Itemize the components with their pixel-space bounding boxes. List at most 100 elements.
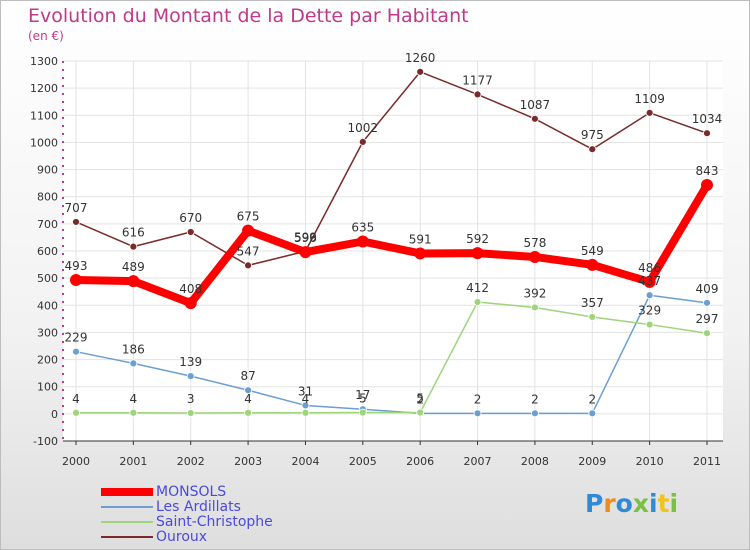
unit-label: (en €) (28, 29, 64, 43)
data-point-saint-christophe (473, 298, 482, 306)
legend-label-saint-christophe: Saint-Christophe (156, 514, 273, 530)
data-point-ouroux (645, 108, 654, 117)
x-tick-label: 2006 (406, 455, 434, 468)
legend-item-ouroux: Ouroux (101, 530, 361, 545)
data-label-monsols: 675 (237, 210, 260, 224)
legend-item-monsols: MONSOLS (101, 485, 361, 500)
legend-label-les-ardillats: Les Ardillats (156, 499, 241, 515)
data-label-monsols: 489 (122, 260, 145, 274)
y-tick-label: 0 (51, 408, 58, 421)
data-point-monsols (70, 274, 82, 287)
data-point-les-ardillats (645, 291, 654, 300)
x-tick-label: 2000 (62, 455, 90, 468)
data-point-saint-christophe (588, 313, 597, 321)
data-label-les-ardillats: 437 (638, 274, 661, 288)
y-tick-label: 800 (37, 191, 58, 204)
brand-letter: o (615, 489, 633, 518)
data-label-monsols: 635 (351, 221, 374, 235)
data-label-les-ardillats: 2 (416, 392, 424, 406)
data-label-monsols: 591 (409, 232, 432, 246)
data-label-les-ardillats: 229 (65, 331, 88, 345)
brand-letter: t (657, 489, 670, 518)
data-label-les-ardillats: 409 (696, 282, 719, 296)
data-point-ouroux (473, 90, 482, 99)
data-point-ouroux (531, 114, 539, 123)
data-point-saint-christophe (703, 329, 711, 338)
data-label-ouroux: 1034 (692, 112, 723, 126)
data-point-saint-christophe (129, 408, 138, 417)
data-label-ouroux: 1260 (405, 51, 436, 65)
data-label-les-ardillats: 2 (474, 392, 482, 406)
brand-letter: i (669, 489, 679, 518)
legend-item-les-ardillats: Les Ardillats (101, 500, 361, 515)
y-tick-label: 600 (37, 245, 58, 258)
data-point-monsols (356, 235, 369, 248)
data-label-ouroux: 1109 (634, 92, 665, 106)
y-tick-label: 100 (37, 381, 58, 394)
data-label-saint-christophe: 4 (130, 392, 138, 406)
data-label-saint-christophe: 357 (581, 296, 604, 310)
data-label-monsols: 592 (466, 232, 489, 246)
legend-swatch-monsols (101, 488, 153, 496)
data-point-monsols (299, 246, 312, 259)
data-label-ouroux: 975 (581, 128, 604, 142)
data-label-les-ardillats: 17 (355, 388, 370, 402)
data-label-ouroux: 547 (237, 244, 260, 258)
y-tick-label: 500 (37, 272, 58, 285)
legend-label-ouroux: Ouroux (156, 529, 208, 545)
x-tick-label: 2002 (177, 455, 205, 468)
data-point-monsols (701, 179, 713, 192)
data-point-monsols (471, 247, 484, 260)
legend-label-monsols: MONSOLS (156, 484, 227, 500)
x-tick-label: 2009 (578, 455, 606, 468)
chart-title: Evolution du Montant de la Dette par Hab… (28, 5, 469, 27)
brand-letter: x (632, 489, 649, 518)
y-tick-label: 300 (37, 326, 58, 339)
brand-letter: r (603, 489, 616, 518)
data-label-ouroux: 707 (65, 201, 88, 215)
x-tick-label: 2011 (693, 455, 721, 468)
data-point-les-ardillats (129, 359, 138, 368)
data-point-ouroux (358, 137, 367, 146)
data-label-les-ardillats: 186 (122, 342, 145, 356)
data-label-les-ardillats: 139 (179, 355, 202, 369)
data-point-monsols (528, 250, 541, 263)
data-point-saint-christophe (186, 409, 195, 417)
y-tick-label: 900 (37, 164, 58, 177)
data-label-monsols: 549 (581, 244, 604, 258)
data-point-saint-christophe (645, 320, 654, 329)
data-label-monsols: 408 (179, 282, 202, 296)
data-label-ouroux: 599 (294, 230, 317, 244)
data-label-les-ardillats: 2 (588, 392, 596, 406)
data-point-les-ardillats (244, 386, 252, 395)
data-point-ouroux (588, 145, 597, 154)
data-label-saint-christophe: 3 (187, 392, 195, 406)
data-point-les-ardillats (703, 298, 711, 307)
series-line-monsols (72, 181, 711, 308)
data-point-monsols (643, 275, 656, 288)
data-point-saint-christophe (301, 408, 310, 417)
y-tick-label: 1100 (30, 109, 58, 122)
data-point-les-ardillats (531, 409, 539, 418)
data-point-monsols (184, 297, 197, 310)
data-label-monsols: 843 (696, 164, 719, 178)
data-label-saint-christophe: 412 (466, 281, 489, 295)
data-point-saint-christophe (72, 408, 80, 417)
data-label-ouroux: 1087 (520, 98, 551, 112)
data-point-les-ardillats (72, 347, 80, 356)
data-point-saint-christophe (416, 408, 425, 417)
legend-item-saint-christophe: Saint-Christophe (101, 515, 361, 530)
data-label-saint-christophe: 392 (523, 286, 546, 300)
y-tick-label: -100 (33, 435, 58, 448)
data-point-monsols (127, 275, 140, 288)
data-label-saint-christophe: 329 (638, 304, 661, 318)
data-label-les-ardillats: 2 (531, 392, 539, 406)
data-point-ouroux (129, 242, 138, 251)
x-tick-label: 2005 (349, 455, 377, 468)
data-label-monsols: 596 (294, 231, 317, 245)
x-tick-label: 2001 (119, 455, 147, 468)
series-line-saint-christophe (75, 301, 708, 414)
data-point-saint-christophe (244, 408, 252, 417)
